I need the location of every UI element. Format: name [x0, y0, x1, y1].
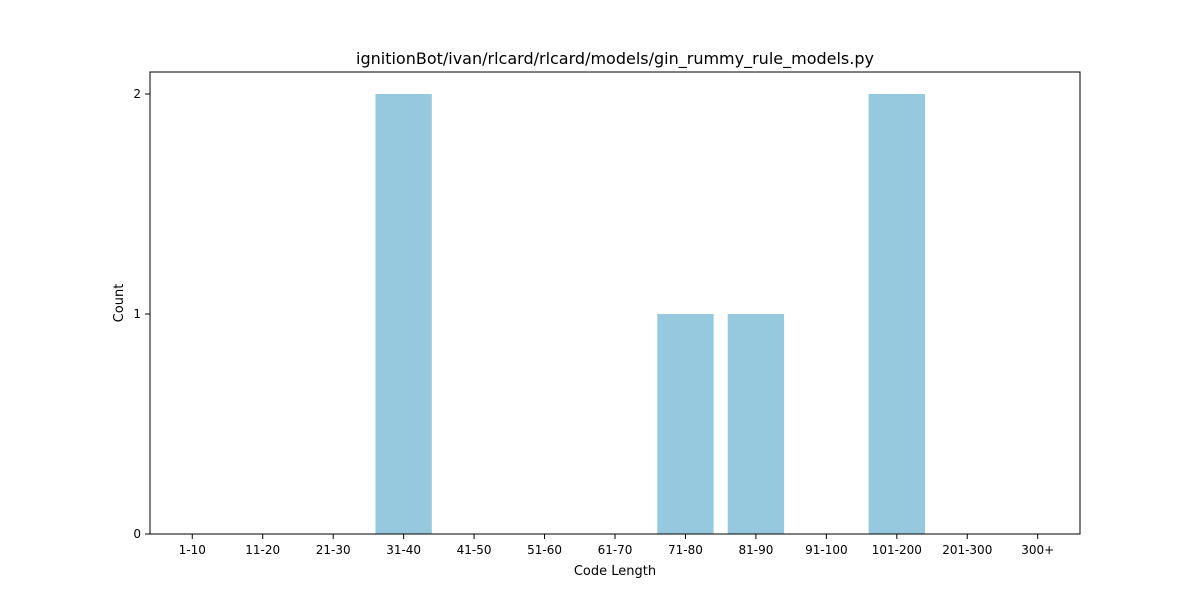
bar-81-90: [727, 314, 785, 534]
y-axis-ticks: 0 1 2: [133, 87, 150, 541]
x-axis-ticks: 1-10 11-20 21-30 31-40 41-50 51-60 61-70 71-80 8…: [179, 534, 1054, 557]
x-tick-label: 300+: [1021, 543, 1054, 557]
x-tick-label: 1-10: [179, 543, 206, 557]
plot-frame: [149, 71, 1081, 535]
y-tick-label: 2: [133, 87, 141, 101]
x-tick-label: 11-20: [245, 543, 280, 557]
x-tick-label: 41-50: [457, 543, 492, 557]
x-tick-label: 201-300: [942, 543, 992, 557]
x-axis-label: Code Length: [574, 564, 656, 579]
bars-group: [375, 94, 925, 534]
chart-title: ignitionBot/ivan/rlcard/rlcard/models/gi…: [356, 49, 874, 69]
bar-31-40: [375, 94, 432, 534]
x-tick-label: 101-200: [872, 543, 922, 557]
bar-71-80: [657, 314, 714, 534]
y-tick-label: 1: [133, 307, 141, 321]
x-tick-label: 91-100: [805, 543, 848, 557]
y-tick-label: 0: [133, 527, 141, 541]
x-tick-label: 61-70: [598, 543, 633, 557]
bar-101-200: [868, 94, 925, 534]
x-tick-label: 71-80: [668, 543, 703, 557]
x-tick-label: 21-30: [316, 543, 351, 557]
x-tick-label: 51-60: [527, 543, 562, 557]
x-tick-label: 81-90: [738, 543, 773, 557]
x-tick-label: 31-40: [386, 543, 421, 557]
y-axis-label: Count: [112, 284, 127, 323]
